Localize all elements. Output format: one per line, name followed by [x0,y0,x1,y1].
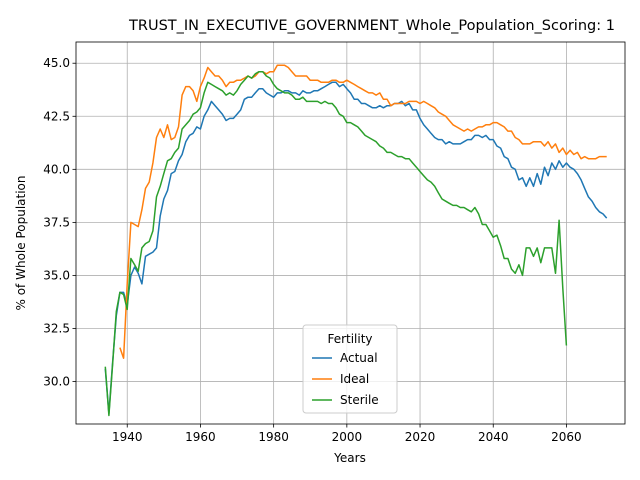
series-line-sterile [104,70,568,417]
legend-label-ideal: Ideal [340,372,369,386]
y-tick-label: 30.0 [43,375,70,389]
y-tick-label: 35.0 [43,268,70,282]
y-tick-label: 37.5 [43,215,70,229]
plot-frame [75,41,626,425]
chart-title: TRUST_IN_EXECUTIVE_GOVERNMENT_Whole_Popu… [128,18,615,34]
x-tick-label: 1940 [112,430,143,444]
x-axis-label: Years [333,451,366,465]
legend-title: Fertility [327,332,372,346]
x-tick-label: 2040 [478,430,509,444]
x-tick-label: 2060 [551,430,582,444]
series-lines [104,64,608,417]
y-tick-label: 42.5 [43,109,70,123]
x-tick-label: 2000 [332,430,363,444]
series-line-ideal [119,64,607,359]
grid-lines [76,42,625,424]
x-tick-label: 2020 [405,430,436,444]
legend-box [302,324,398,414]
y-tick-label: 40.0 [43,162,70,176]
legend-label-actual: Actual [340,351,378,365]
legend-label-sterile: Sterile [340,393,379,407]
x-tick-label: 1980 [258,430,289,444]
series-line-actual [104,81,608,415]
x-axis-ticks: 1940 1960 1980 2000 2020 2040 2060 [112,424,582,444]
y-tick-label: 45.0 [43,56,70,70]
y-axis-label: % of Whole Population [14,176,28,311]
legend: Fertility Actual Ideal Sterile [302,324,398,414]
y-tick-label: 32.5 [43,322,70,336]
y-axis-ticks: 30.0 32.5 35.0 37.5 40.0 42.5 45.0 [43,56,76,389]
x-tick-label: 1960 [185,430,216,444]
